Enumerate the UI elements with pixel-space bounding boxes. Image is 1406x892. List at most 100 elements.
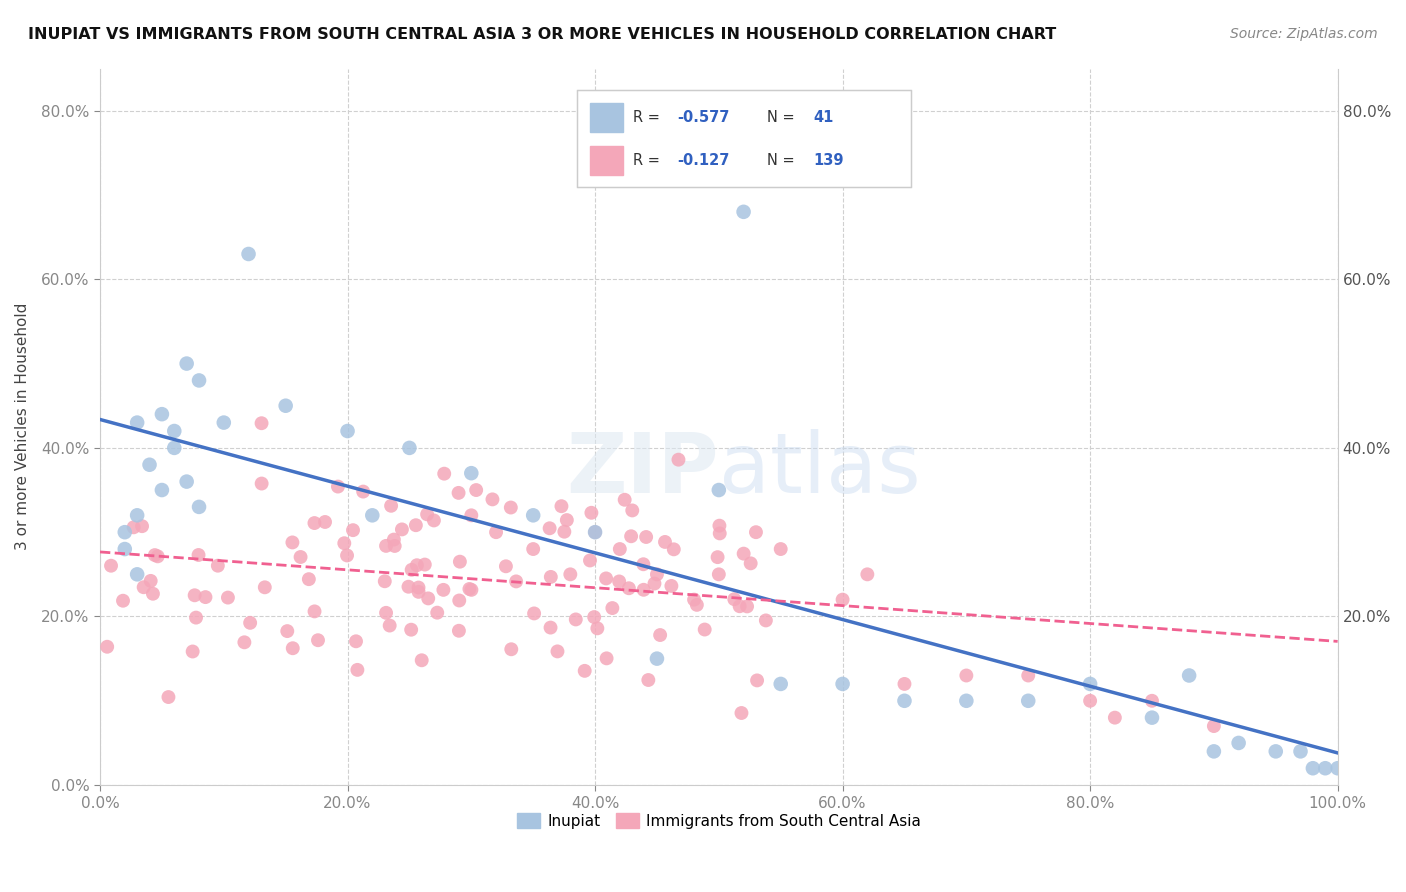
Point bbox=[1078, 694, 1101, 708]
Point bbox=[127, 416, 149, 430]
Point bbox=[150, 483, 173, 497]
Point bbox=[955, 668, 977, 682]
Point bbox=[408, 581, 430, 595]
Point bbox=[238, 247, 260, 261]
Point bbox=[755, 614, 778, 628]
Point bbox=[399, 623, 422, 637]
Point bbox=[406, 558, 429, 573]
Point bbox=[602, 601, 624, 615]
Text: atlas: atlas bbox=[718, 429, 921, 510]
Point bbox=[560, 567, 582, 582]
Point bbox=[413, 558, 436, 572]
Point bbox=[1302, 761, 1324, 775]
Point bbox=[250, 476, 273, 491]
Point bbox=[336, 424, 359, 438]
Point bbox=[326, 479, 349, 493]
Point bbox=[281, 641, 304, 656]
Text: ZIP: ZIP bbox=[567, 429, 718, 510]
Text: Source: ZipAtlas.com: Source: ZipAtlas.com bbox=[1230, 27, 1378, 41]
Point bbox=[426, 606, 449, 620]
Point bbox=[621, 503, 644, 517]
Point bbox=[276, 624, 298, 639]
Point bbox=[1227, 736, 1250, 750]
Point bbox=[769, 542, 792, 557]
Point bbox=[540, 570, 562, 584]
Point bbox=[250, 416, 273, 430]
Point bbox=[609, 542, 631, 557]
Point bbox=[127, 508, 149, 523]
Point bbox=[522, 542, 544, 557]
Point bbox=[1104, 711, 1126, 725]
Point bbox=[1178, 668, 1201, 682]
Point bbox=[595, 571, 617, 585]
Point bbox=[375, 606, 398, 620]
Point bbox=[176, 357, 198, 371]
Point bbox=[1326, 761, 1348, 775]
Point bbox=[398, 580, 420, 594]
Point bbox=[893, 694, 915, 708]
Point bbox=[346, 663, 368, 677]
Point bbox=[132, 580, 155, 594]
Point bbox=[831, 677, 853, 691]
Point bbox=[723, 592, 745, 607]
Point bbox=[281, 535, 304, 549]
Point bbox=[114, 542, 136, 557]
Point bbox=[555, 513, 578, 527]
Point bbox=[522, 508, 544, 523]
Point bbox=[495, 559, 517, 574]
Point bbox=[217, 591, 239, 605]
Point bbox=[707, 483, 730, 497]
Point bbox=[405, 518, 427, 533]
Point bbox=[730, 706, 752, 720]
Point bbox=[333, 536, 356, 550]
Point bbox=[831, 592, 853, 607]
Point bbox=[239, 615, 262, 630]
Point bbox=[188, 374, 211, 388]
Point bbox=[384, 539, 406, 553]
Point bbox=[401, 563, 423, 577]
Point bbox=[1264, 744, 1286, 758]
Point bbox=[856, 567, 879, 582]
Point bbox=[157, 690, 180, 704]
Point bbox=[411, 653, 433, 667]
Point bbox=[307, 633, 329, 648]
Point bbox=[668, 452, 690, 467]
Point bbox=[636, 530, 658, 544]
Point bbox=[253, 580, 276, 594]
Text: INUPIAT VS IMMIGRANTS FROM SOUTH CENTRAL ASIA 3 OR MORE VEHICLES IN HOUSEHOLD CO: INUPIAT VS IMMIGRANTS FROM SOUTH CENTRAL… bbox=[28, 27, 1056, 42]
Point bbox=[769, 677, 792, 691]
Point bbox=[1202, 744, 1225, 758]
Point bbox=[546, 644, 568, 658]
Point bbox=[382, 533, 405, 547]
Point bbox=[127, 567, 149, 582]
Point bbox=[733, 204, 755, 219]
Point bbox=[709, 518, 731, 533]
Point bbox=[553, 524, 575, 539]
Point bbox=[523, 607, 546, 621]
Point bbox=[686, 598, 709, 612]
Point bbox=[114, 525, 136, 540]
Point bbox=[163, 424, 186, 438]
Point bbox=[1017, 694, 1039, 708]
Point bbox=[447, 624, 470, 638]
Point bbox=[613, 492, 636, 507]
Point bbox=[460, 508, 482, 523]
Point bbox=[212, 416, 235, 430]
Point bbox=[375, 539, 398, 553]
Point bbox=[187, 548, 209, 562]
Point bbox=[344, 634, 367, 648]
Point bbox=[617, 581, 640, 595]
Point bbox=[574, 664, 596, 678]
Point bbox=[188, 500, 211, 514]
Point bbox=[433, 467, 456, 481]
Point bbox=[146, 549, 169, 564]
Point bbox=[398, 441, 420, 455]
Point bbox=[143, 548, 166, 562]
Point bbox=[485, 525, 508, 540]
Point bbox=[374, 574, 396, 589]
Point bbox=[693, 623, 716, 637]
Point bbox=[740, 557, 762, 571]
Point bbox=[138, 458, 160, 472]
Point bbox=[733, 547, 755, 561]
Point bbox=[380, 499, 402, 513]
